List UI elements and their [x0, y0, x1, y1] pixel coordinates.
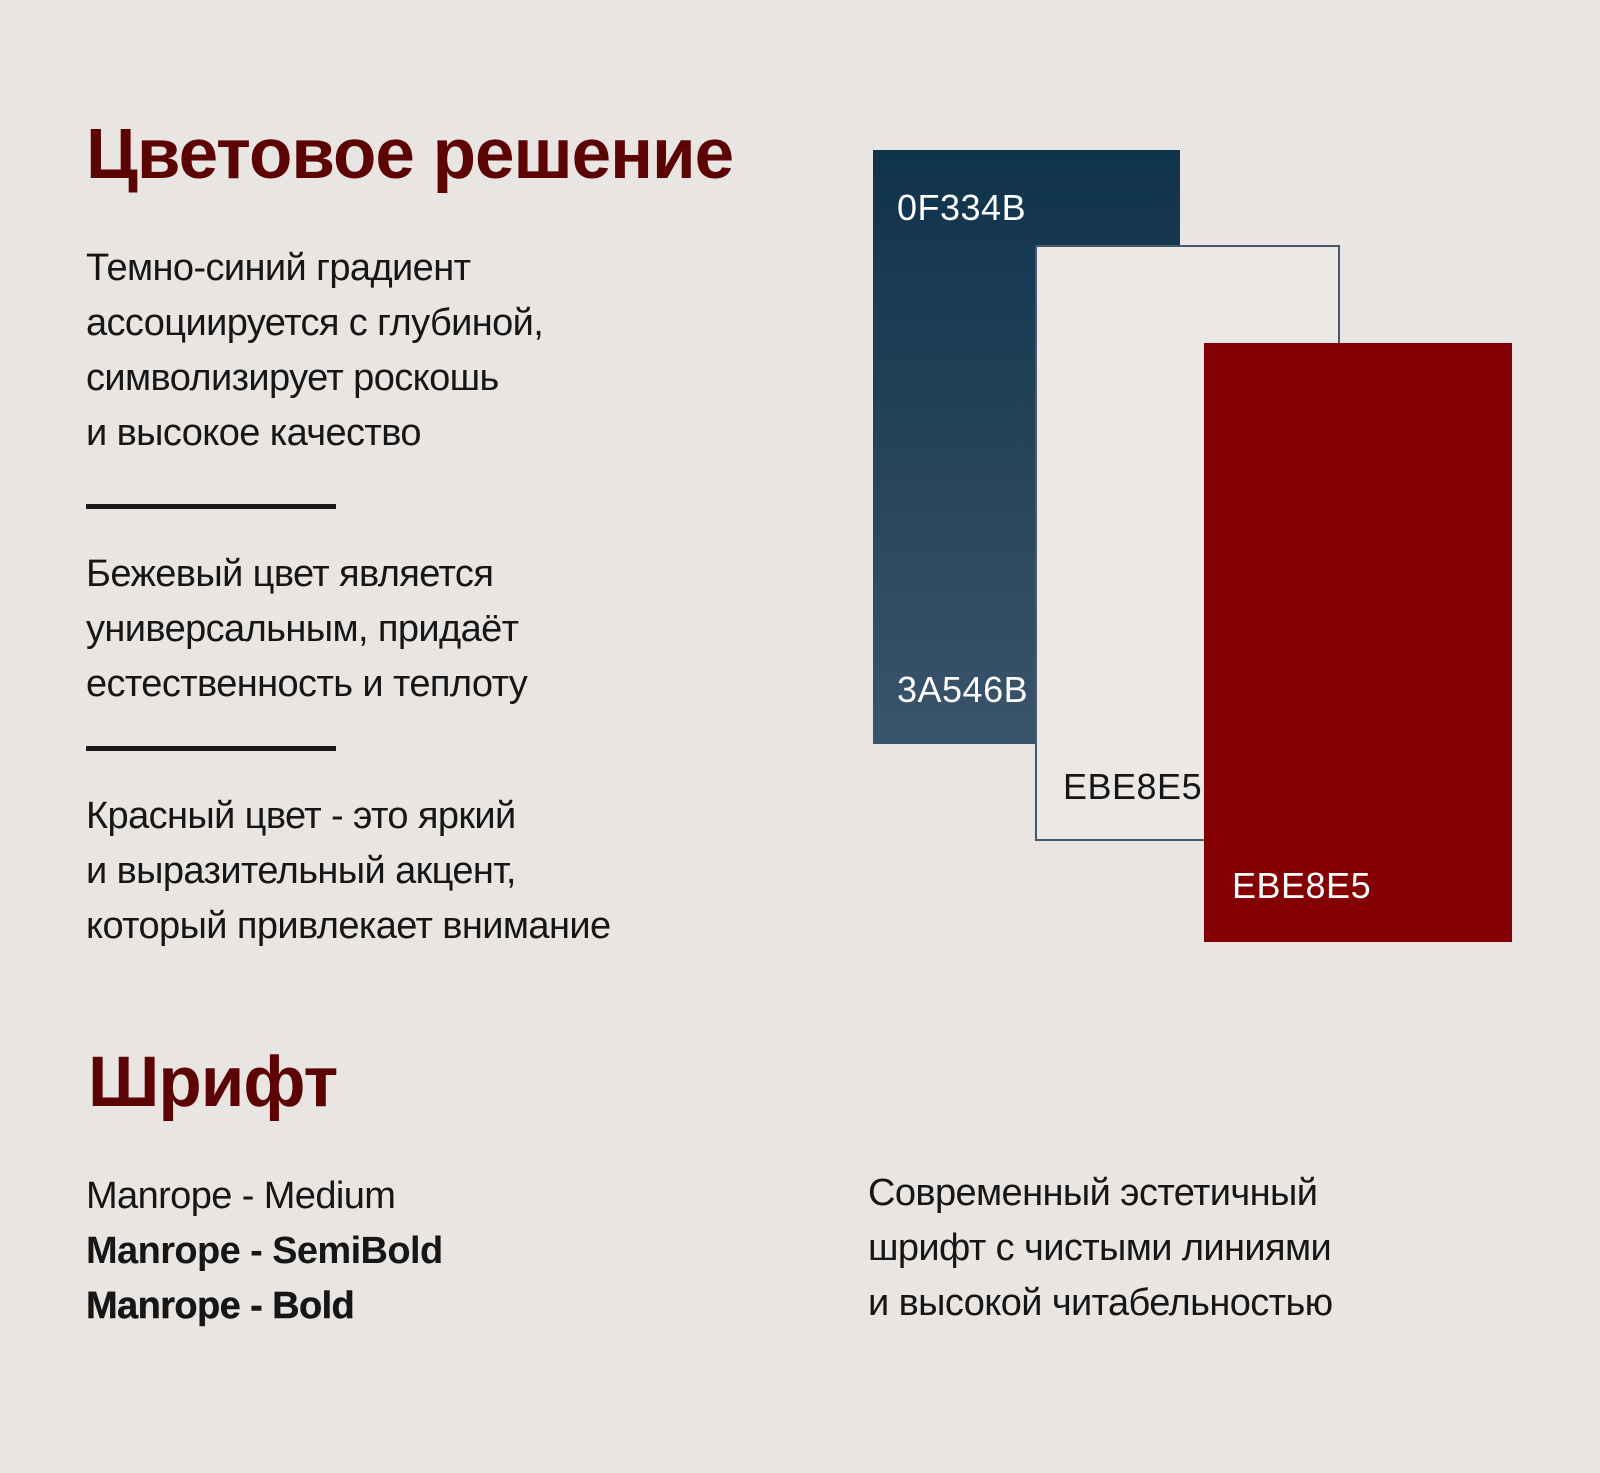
divider-line: [86, 746, 336, 751]
divider-line: [86, 504, 336, 509]
font-description: Современный эстетичный шрифт с чистыми л…: [868, 1172, 1333, 1324]
font-section-title: Шрифт: [88, 1043, 338, 1122]
color-paragraph-red: Красный цвет - это яркий и выразительный…: [86, 795, 611, 947]
swatch-blue-bottom-hex-label: 3A546B: [897, 669, 1029, 710]
swatch-beige-hex-label: EBE8E5: [1063, 766, 1203, 807]
color-paragraph-beige: Бежевый цвет является универсальным, при…: [86, 553, 528, 705]
font-weight-list: Manrope - Medium Manrope - SemiBold Manr…: [86, 1169, 443, 1334]
swatch-blue-top-hex-label: 0F334B: [897, 187, 1027, 228]
font-name-semibold: Manrope - SemiBold: [86, 1230, 443, 1272]
font-name-medium: Manrope - Medium: [86, 1175, 396, 1217]
font-name-bold: Manrope - Bold: [86, 1285, 355, 1327]
swatch-red: EBE8E5: [1204, 343, 1512, 942]
swatch-red-hex-label: EBE8E5: [1232, 865, 1372, 906]
color-paragraph-blue: Темно-синий градиент ассоциируется с глу…: [86, 247, 544, 454]
colors-section-title: Цветовое решение: [86, 115, 734, 194]
